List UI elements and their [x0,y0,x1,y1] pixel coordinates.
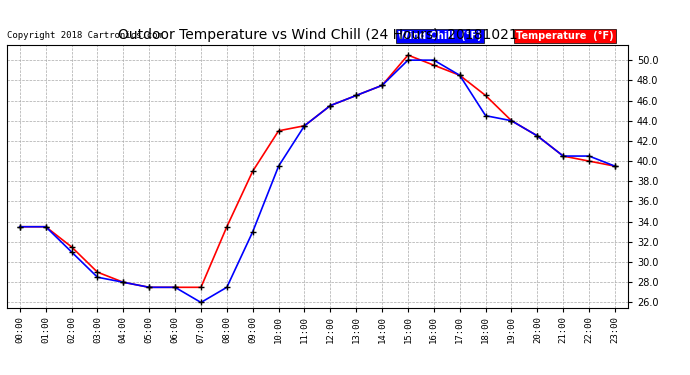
Text: Temperature  (°F): Temperature (°F) [516,31,613,41]
Title: Outdoor Temperature vs Wind Chill (24 Hours)  20181021: Outdoor Temperature vs Wind Chill (24 Ho… [117,28,518,42]
Text: Copyright 2018 Cartronics.com: Copyright 2018 Cartronics.com [7,31,163,40]
Text: Wind Chill  (°F): Wind Chill (°F) [398,31,482,41]
